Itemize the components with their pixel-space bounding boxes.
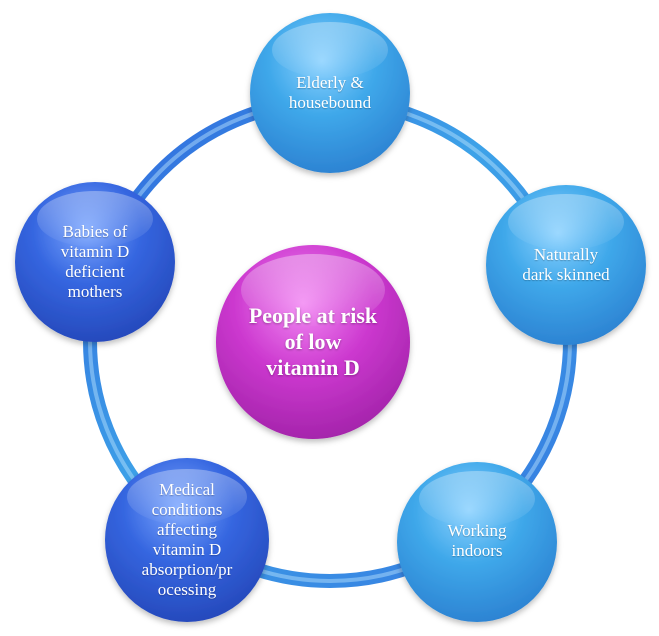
- node-working-indoors: [397, 462, 557, 622]
- node-naturally-dark-skinned: [486, 185, 646, 345]
- node-medical-conditions: [105, 458, 269, 622]
- center-node: [216, 245, 410, 439]
- node-elderly-housebound: [250, 13, 410, 173]
- node-babies-deficient-mothers: [15, 182, 175, 342]
